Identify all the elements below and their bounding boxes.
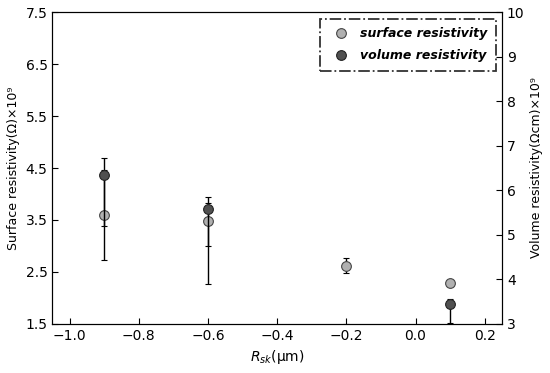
- Y-axis label: Surface resistivity(Ω)×10⁹: Surface resistivity(Ω)×10⁹: [7, 87, 20, 250]
- Legend: surface resistivity, volume resistivity: surface resistivity, volume resistivity: [320, 19, 496, 71]
- Y-axis label: Volume resistivity(Ωcm)×10⁹: Volume resistivity(Ωcm)×10⁹: [530, 78, 543, 258]
- X-axis label: $R_{sk}$(μm): $R_{sk}$(μm): [250, 348, 305, 366]
